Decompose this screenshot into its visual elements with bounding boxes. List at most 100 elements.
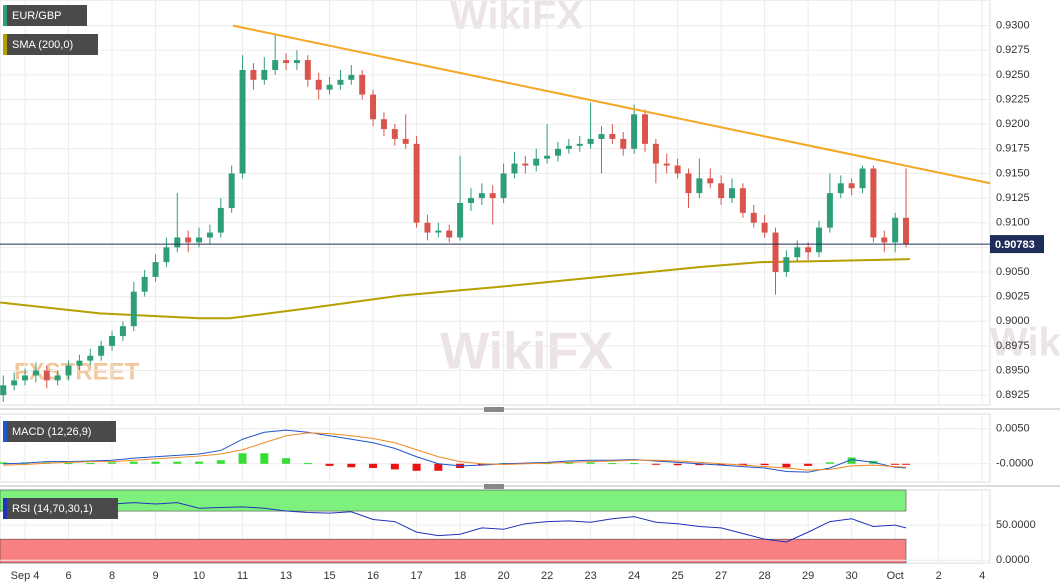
y-tick-label: 0.8950 — [996, 364, 1030, 376]
x-tick-label: Sep 4 — [11, 570, 40, 582]
candle-body — [707, 178, 714, 184]
candle-body — [609, 134, 616, 139]
candle-body — [729, 188, 736, 199]
candle-body — [750, 212, 757, 223]
macd-histogram-bar — [738, 463, 747, 466]
candle-body — [641, 114, 648, 144]
y-tick-label: 0.9250 — [996, 69, 1030, 81]
legend-box — [3, 34, 98, 55]
macd-histogram-bar — [64, 463, 73, 465]
candle-body — [446, 230, 453, 238]
candle-body — [870, 168, 877, 238]
candle-body — [185, 237, 192, 243]
y-tick-label: -0.0000 — [996, 458, 1033, 470]
macd-histogram-bar — [173, 461, 182, 464]
candle-body — [424, 222, 431, 233]
candle-body — [304, 60, 311, 80]
candle-body — [315, 79, 322, 90]
candle-body — [718, 183, 725, 199]
y-tick-label: 0.8975 — [996, 340, 1030, 352]
legend-label: SMA (200,0) — [12, 39, 73, 51]
candle-body — [467, 198, 474, 203]
x-tick-label: 13 — [280, 570, 292, 582]
candle-body — [663, 163, 670, 166]
x-tick-label: 24 — [628, 570, 640, 582]
candle-body — [837, 183, 844, 194]
macd-histogram-bar — [412, 463, 421, 471]
macd-histogram-bar — [303, 463, 312, 465]
candle-body — [565, 145, 572, 149]
y-tick-label: 0.9050 — [996, 266, 1030, 278]
macd-histogram-bar — [238, 453, 247, 464]
y-tick-label: 0.9300 — [996, 20, 1030, 32]
macd-histogram-bar — [477, 463, 486, 466]
signal-line — [3, 432, 907, 471]
rsi-line — [3, 502, 907, 543]
legend-box — [3, 5, 87, 26]
candle-body — [76, 360, 83, 366]
x-tick-label: 8 — [109, 570, 115, 582]
candle-body — [380, 119, 387, 130]
legend-label: RSI (14,70,30,1) — [12, 503, 93, 515]
candle-body — [848, 183, 855, 189]
candle-body — [43, 370, 50, 381]
candle-body — [11, 380, 18, 386]
watermark: WikiFX — [440, 323, 613, 381]
candle-body — [576, 143, 583, 146]
y-tick-label: 0.9000 — [996, 315, 1030, 327]
x-tick-label: 11 — [237, 570, 248, 582]
candle-body — [402, 138, 409, 144]
candle-body — [206, 232, 213, 238]
candle-body — [500, 173, 507, 199]
candle-body — [859, 168, 866, 189]
x-tick-label: 22 — [541, 570, 553, 582]
macd-histogram-bar — [434, 463, 443, 471]
candle-body — [881, 237, 888, 243]
legend-swatch — [3, 421, 7, 442]
macd-histogram-bar — [325, 463, 334, 466]
overbought-zone — [0, 489, 907, 512]
macd-histogram-bar — [630, 463, 639, 465]
candle-body — [196, 237, 203, 243]
candle-body — [239, 69, 246, 174]
x-tick-label: 25 — [671, 570, 683, 582]
macd-histogram-bar — [651, 463, 660, 465]
macd-histogram-bar — [804, 463, 813, 466]
candle-body — [0, 385, 7, 396]
x-tick-label: 30 — [846, 570, 858, 582]
x-tick-label: 17 — [410, 570, 422, 582]
x-tick-label: Oct — [887, 570, 904, 582]
x-tick-label: 16 — [367, 570, 379, 582]
candle-body — [620, 138, 627, 149]
candle-body — [805, 247, 812, 253]
macd-histogram-bar — [108, 462, 117, 464]
candle-body — [903, 217, 910, 245]
last-price-label: 0.90783 — [995, 239, 1035, 251]
candle-body — [272, 60, 279, 70]
candle-body — [826, 193, 833, 228]
y-tick-label: 0.0050 — [996, 423, 1030, 435]
macd-histogram-bar — [216, 460, 225, 464]
candle-body — [489, 193, 496, 199]
macd-histogram-bar — [760, 463, 769, 466]
macd-histogram-bar — [195, 461, 204, 464]
macd-histogram-bar — [847, 457, 856, 464]
legend-box — [3, 421, 116, 442]
macd-histogram-bar — [564, 462, 573, 464]
x-tick-label: 6 — [65, 570, 71, 582]
candle-body — [22, 375, 29, 381]
legend-swatch — [3, 498, 7, 519]
legend-box — [3, 498, 118, 519]
y-tick-label: 0.9275 — [996, 44, 1030, 56]
x-tick-label: 27 — [715, 570, 727, 582]
macd-histogram-bar — [825, 462, 834, 464]
candle-body — [652, 143, 659, 164]
y-tick-label: 0.0000 — [996, 554, 1030, 566]
y-tick-label: 0.9225 — [996, 93, 1030, 105]
candle-body — [130, 291, 137, 327]
macd-histogram-bar — [260, 453, 269, 464]
watermark: WikiFX — [450, 0, 583, 38]
candle-body — [228, 173, 235, 208]
candle-body — [457, 202, 464, 238]
